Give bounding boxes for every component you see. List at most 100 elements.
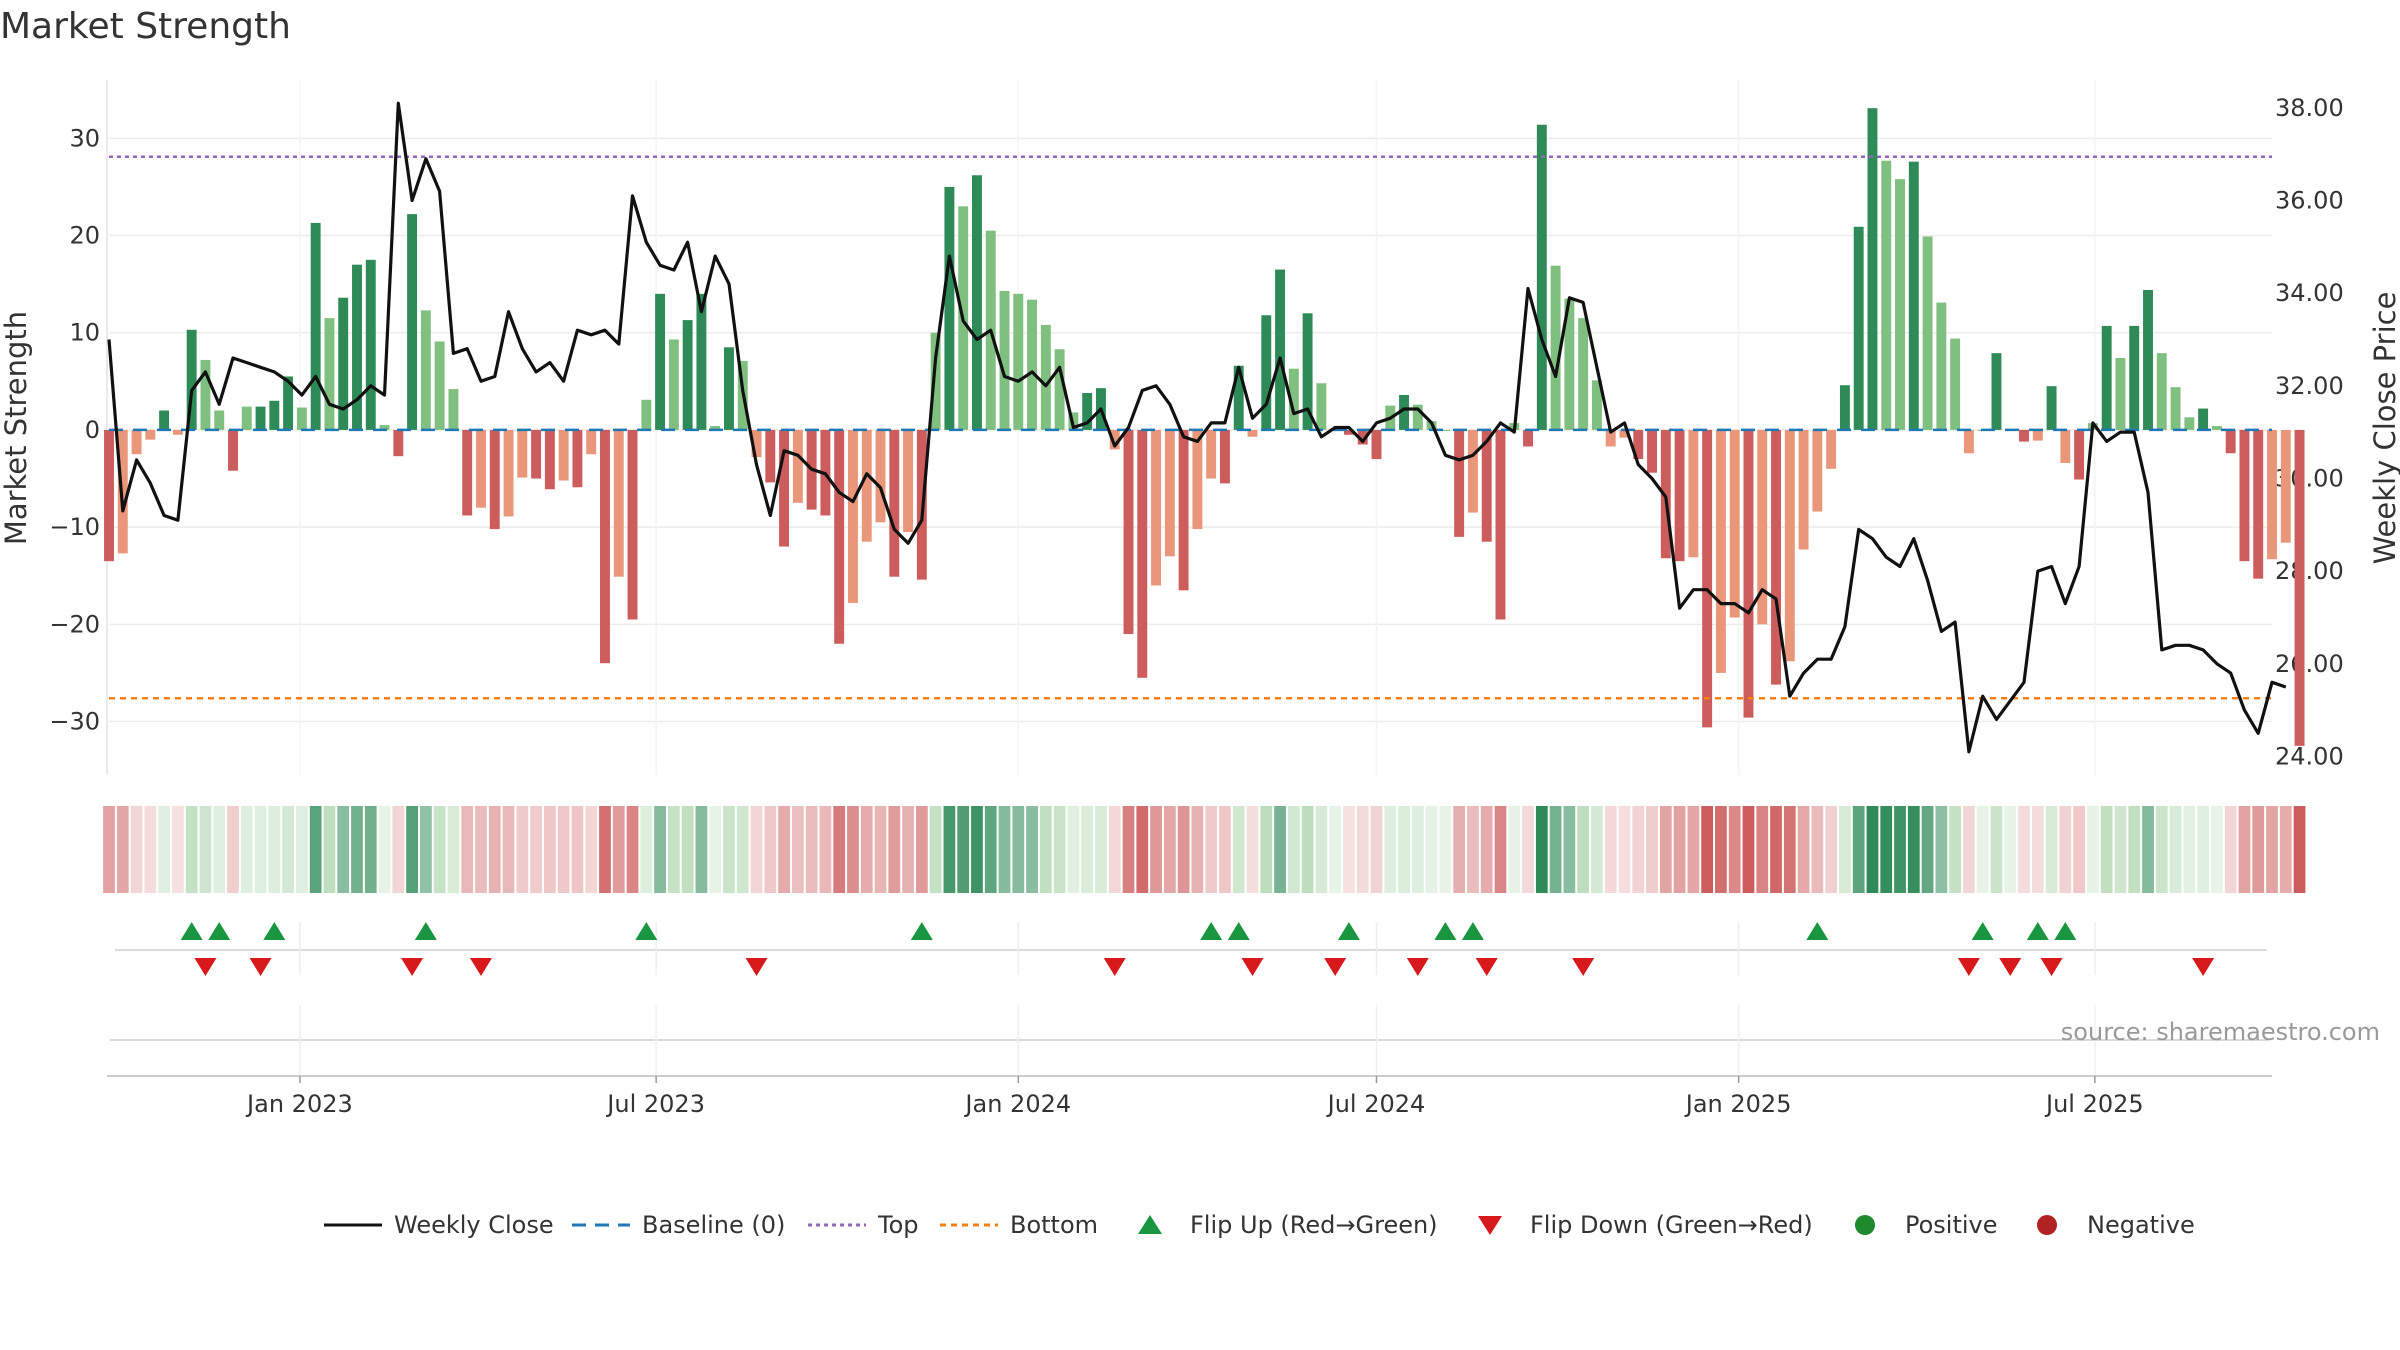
strength-bar	[1040, 324, 1051, 430]
heat-cell	[171, 806, 184, 893]
weekly-close-line	[107, 101, 2287, 754]
flip-up-marker	[263, 922, 286, 940]
flip-down-marker	[2192, 958, 2215, 976]
legend-label: Bottom	[1010, 1211, 1098, 1239]
strength-bar	[668, 339, 679, 430]
strength-bar	[2267, 429, 2277, 560]
heat-cell	[709, 806, 722, 893]
heat-cell	[1770, 806, 1782, 893]
heat-cell	[860, 806, 873, 893]
legend-label: Top	[877, 1211, 919, 1239]
heat-cell	[1783, 806, 1796, 893]
heat-cell	[943, 806, 956, 893]
strength-bars	[104, 108, 2305, 746]
heat-cell	[309, 806, 322, 893]
strength-bar	[2060, 429, 2071, 463]
flip-down-marker	[1241, 958, 1264, 976]
strength-bar	[365, 259, 376, 430]
heat-cell	[1177, 806, 1190, 893]
strength-bar	[1219, 429, 1230, 484]
x-tick-label: Jan 2025	[1684, 1090, 1792, 1118]
heat-cell	[1921, 806, 1934, 893]
strength-bar	[2170, 387, 2181, 430]
heat-cell	[2155, 806, 2168, 893]
left-tick-label: −10	[49, 513, 100, 541]
strength-bar	[1027, 299, 1038, 430]
strength-bar	[1702, 429, 1713, 728]
strength-bar	[531, 429, 542, 479]
heat-cell	[158, 806, 170, 893]
heat-cell	[1287, 806, 1300, 893]
heat-cell	[1480, 806, 1493, 893]
flip-up-marker	[1227, 922, 1250, 940]
heat-cell	[2073, 806, 2086, 893]
heat-cell	[1108, 806, 1121, 893]
heat-cell	[1232, 806, 1245, 893]
flip-up-marker	[2026, 922, 2049, 940]
strength-bar	[1936, 302, 1947, 430]
heat-cell	[984, 806, 997, 893]
heat-cell	[2169, 806, 2182, 893]
heat-cell	[1274, 806, 1286, 893]
heat-cell	[1246, 806, 1259, 893]
heat-cell	[1205, 806, 1218, 893]
heat-cell	[2211, 806, 2223, 893]
strength-bar	[1412, 404, 1423, 430]
heat-cell	[1894, 806, 1906, 893]
legend-label: Flip Down (Green→Red)	[1530, 1211, 1813, 1239]
heat-cell	[736, 806, 749, 893]
strength-bar	[1812, 429, 1823, 512]
heat-cell	[2087, 806, 2099, 893]
strength-bar	[407, 214, 418, 430]
flip-up-marker	[1200, 922, 1223, 940]
heat-cell	[1646, 806, 1658, 893]
heat-cell	[116, 806, 129, 893]
reference-lines	[109, 155, 2272, 700]
heat-cell	[750, 806, 763, 893]
heat-cell	[1494, 806, 1507, 893]
heat-cell	[1150, 806, 1162, 893]
heat-cell	[2031, 806, 2044, 893]
strength-bar	[586, 429, 597, 455]
heat-cell	[998, 806, 1011, 893]
heat-cell	[1136, 806, 1149, 893]
flip-up-marker	[1806, 922, 1829, 940]
strength-bar	[1536, 124, 1547, 430]
heat-cell	[2114, 806, 2127, 893]
legend-swatch	[1138, 1215, 1162, 1234]
legend-label: Weekly Close	[394, 1211, 554, 1239]
strength-bar	[1674, 429, 1685, 562]
flip-up-marker	[414, 922, 437, 940]
heat-cell	[1976, 806, 1989, 893]
strength-bar	[420, 310, 431, 430]
heat-cell	[557, 806, 570, 893]
strength-bar	[1233, 365, 1244, 430]
heat-cell	[227, 806, 239, 893]
strength-bar	[1729, 429, 1740, 618]
right-tick-label: 36.00	[2275, 186, 2344, 214]
heat-cell	[337, 806, 350, 893]
strength-bar	[792, 429, 803, 503]
strength-bar	[1550, 265, 1561, 430]
heat-cell	[1825, 806, 1838, 893]
strength-bar	[1660, 429, 1671, 559]
heat-cell	[1453, 806, 1466, 893]
strength-bar	[310, 222, 321, 430]
heat-cell	[1039, 806, 1052, 893]
heat-cell	[392, 806, 405, 893]
left-tick-label: 10	[69, 319, 100, 347]
strength-bar	[1357, 429, 1368, 445]
heat-cell	[599, 806, 611, 893]
strength-bar	[1991, 353, 2002, 430]
heat-cell	[819, 806, 832, 893]
heat-cell	[778, 806, 790, 893]
strength-bar	[2143, 289, 2153, 430]
strength-bar	[1743, 429, 1754, 718]
heat-cell	[1632, 806, 1645, 893]
strength-bar	[1578, 318, 1589, 430]
heat-cell	[1439, 806, 1452, 893]
strength-bar	[1950, 338, 1961, 430]
heat-cell	[488, 806, 501, 893]
heat-cell	[1618, 806, 1631, 893]
